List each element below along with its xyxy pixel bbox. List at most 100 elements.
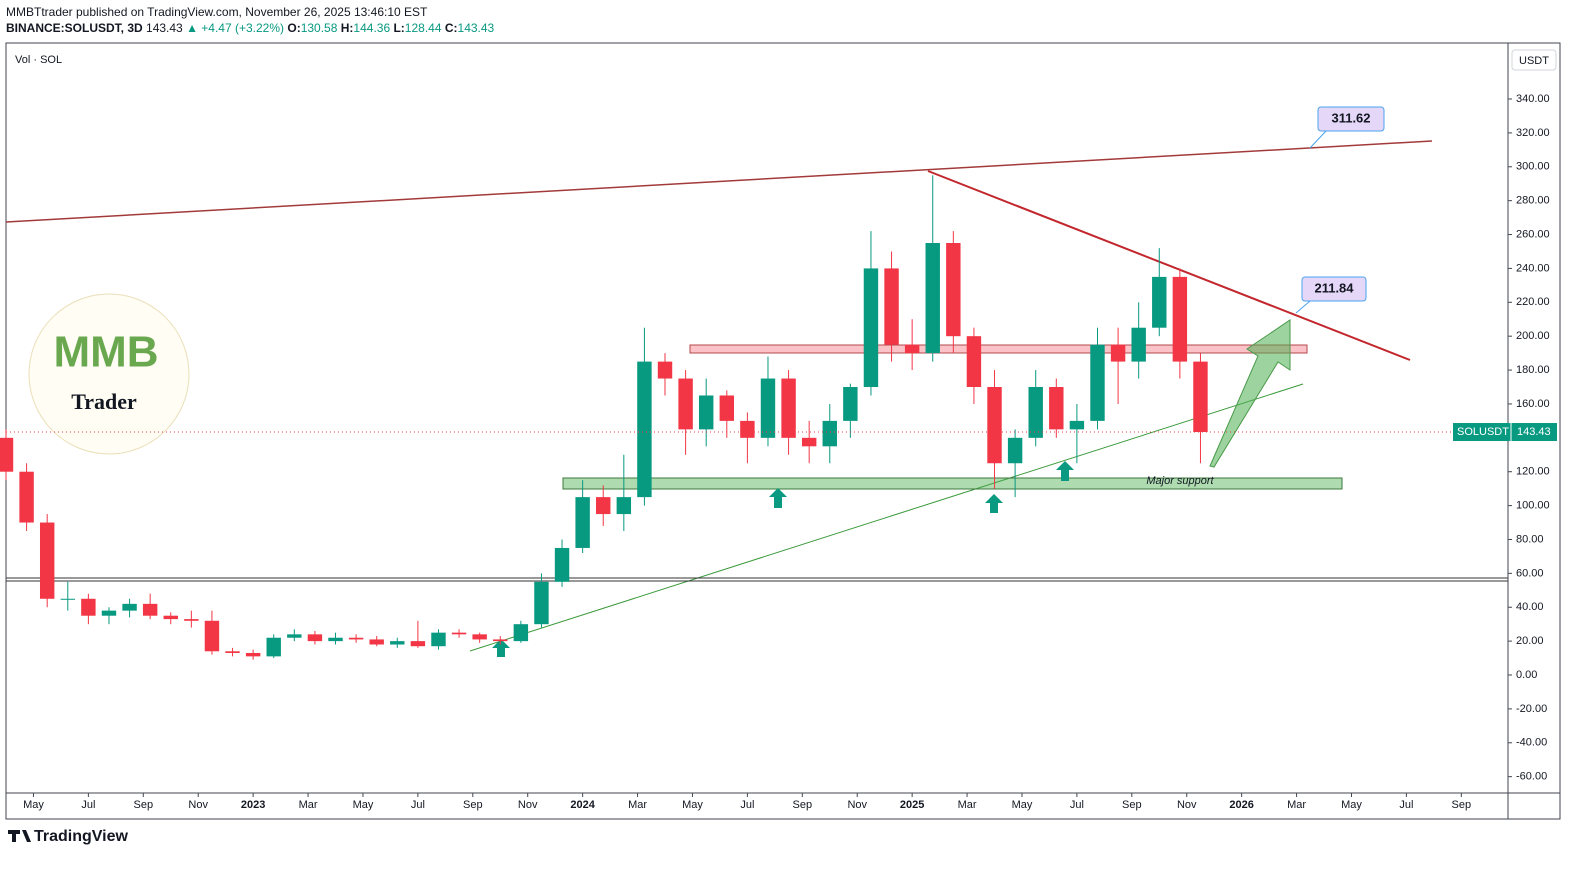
x-tick-label: Mar bbox=[958, 799, 977, 811]
candle-body bbox=[1049, 387, 1064, 430]
candle-body bbox=[513, 624, 529, 642]
candle-body bbox=[863, 268, 879, 388]
y-tick-label: 80.00 bbox=[1516, 533, 1544, 545]
y-tick-label: 280.00 bbox=[1516, 195, 1550, 207]
x-tick-label: Sep bbox=[1122, 799, 1142, 811]
candle-body bbox=[245, 652, 261, 657]
support-zone bbox=[562, 477, 1343, 490]
callout-pointer bbox=[1309, 130, 1327, 149]
candle-body bbox=[596, 497, 611, 515]
candle-body bbox=[431, 632, 446, 647]
h: 144.36 bbox=[353, 21, 391, 35]
x-tick-label: 2026 bbox=[1229, 799, 1253, 811]
candle-body bbox=[0, 437, 14, 472]
x-tick-label: Jul bbox=[740, 799, 754, 811]
up-arrow bbox=[769, 488, 787, 508]
y-tick-label: 220.00 bbox=[1516, 296, 1550, 308]
candle-body bbox=[657, 361, 673, 379]
footer-logo bbox=[8, 830, 31, 842]
candle-body bbox=[698, 395, 714, 430]
candle-body bbox=[1090, 344, 1105, 421]
candle-body bbox=[925, 243, 940, 354]
candle-body bbox=[554, 547, 570, 582]
x-tick-label: May bbox=[682, 799, 703, 811]
y-tick-label: 320.00 bbox=[1516, 127, 1550, 139]
y-tick-label: 200.00 bbox=[1516, 330, 1550, 342]
candle-body bbox=[493, 639, 508, 642]
currency: USDT bbox=[1519, 55, 1549, 67]
x-tick-label: May bbox=[1012, 799, 1033, 811]
y-tick-label: 180.00 bbox=[1516, 364, 1550, 376]
candle-body bbox=[1193, 361, 1208, 433]
x-tick-label: May bbox=[23, 799, 44, 811]
y-tick-label: 240.00 bbox=[1516, 262, 1550, 274]
candle-body bbox=[348, 637, 364, 640]
x-tick-label: Sep bbox=[1452, 799, 1472, 811]
candle-body bbox=[719, 395, 735, 421]
up-arrow bbox=[985, 494, 1003, 513]
y-tick-label: 60.00 bbox=[1516, 567, 1544, 579]
candle-body bbox=[122, 603, 137, 611]
candle-body bbox=[740, 420, 755, 438]
y-tick-label: 100.00 bbox=[1516, 500, 1550, 512]
callout-box bbox=[1317, 106, 1385, 132]
x-tick-label: Mar bbox=[1287, 799, 1306, 811]
callout-upper: 311.62 bbox=[1331, 110, 1370, 125]
candle-body bbox=[616, 497, 632, 515]
candle-body bbox=[781, 378, 796, 438]
candle-body bbox=[410, 641, 426, 647]
candle-body bbox=[843, 387, 858, 421]
y-tick-label: 260.00 bbox=[1516, 228, 1550, 240]
x-tick-label: Nov bbox=[188, 799, 208, 811]
candle-body bbox=[1110, 344, 1126, 362]
candle-body bbox=[142, 603, 158, 616]
candle-body bbox=[81, 598, 96, 616]
candle-body bbox=[1069, 420, 1085, 430]
x-tick-label: Nov bbox=[1177, 799, 1197, 811]
c-label: C: bbox=[444, 21, 458, 35]
candle-body bbox=[884, 268, 899, 345]
y-tick-label: -20.00 bbox=[1516, 703, 1547, 715]
x-tick-label: Jul bbox=[411, 799, 425, 811]
candle-body bbox=[225, 651, 240, 653]
x-tick-label: Sep bbox=[793, 799, 813, 811]
candle-body bbox=[184, 619, 199, 621]
candle-body bbox=[204, 620, 220, 652]
x-tick-label: Mar bbox=[628, 799, 647, 811]
rising-trendline bbox=[469, 383, 1304, 652]
x-tick-label: 2024 bbox=[570, 799, 595, 811]
l: 128.44 bbox=[404, 21, 442, 35]
candle-body bbox=[946, 243, 961, 337]
candle-body bbox=[287, 634, 302, 638]
x-tick-label: May bbox=[353, 799, 374, 811]
y-tick-label: 340.00 bbox=[1516, 93, 1550, 105]
symbol: BINANCE:SOLUSDT, 3D bbox=[6, 21, 143, 35]
candle-body bbox=[1131, 327, 1146, 362]
change: ▲ +4.47 (+3.22%) bbox=[186, 21, 285, 35]
logo-circle bbox=[28, 293, 190, 455]
candle-body bbox=[266, 637, 281, 657]
footer-brand: TradingView bbox=[34, 828, 129, 845]
h-label: H: bbox=[340, 21, 354, 35]
candle-body bbox=[1172, 276, 1188, 362]
price-tag-value: 143.43 bbox=[1517, 426, 1551, 438]
candle-body bbox=[1152, 276, 1167, 328]
candle-body bbox=[163, 615, 178, 620]
candle-body bbox=[19, 471, 34, 523]
candle-body bbox=[904, 344, 920, 354]
currency-box bbox=[1511, 49, 1557, 71]
candle-body bbox=[328, 637, 343, 642]
candle-body bbox=[369, 639, 384, 645]
x-tick-label: Nov bbox=[518, 799, 538, 811]
quote-line: BINANCE:SOLUSDT, 3D 143.43 ▲ +4.47 (+3.2… bbox=[6, 20, 494, 36]
projection-arrow bbox=[1209, 319, 1291, 468]
candle-body bbox=[1007, 437, 1023, 464]
y-tick-label: -60.00 bbox=[1516, 771, 1547, 783]
candle-body bbox=[760, 378, 776, 438]
header: MMBTtrader published on TradingView.com,… bbox=[6, 4, 494, 36]
descending-trendline bbox=[927, 170, 1411, 361]
y-tick-label: 40.00 bbox=[1516, 601, 1544, 613]
y-tick-label: 160.00 bbox=[1516, 398, 1550, 410]
x-tick-label: Jul bbox=[1399, 799, 1413, 811]
